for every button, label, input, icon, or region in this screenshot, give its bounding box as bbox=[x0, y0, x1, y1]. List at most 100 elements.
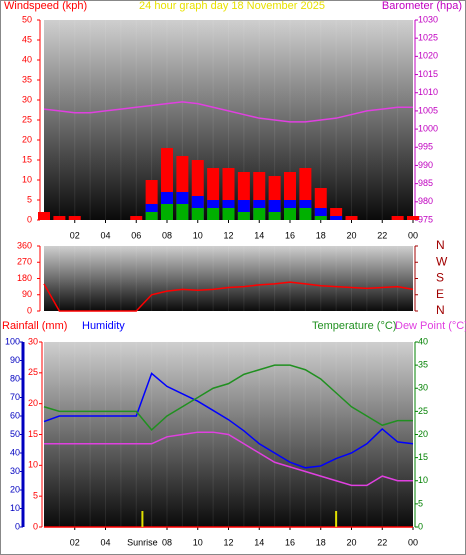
y-tick-label: 0 bbox=[418, 521, 423, 531]
series-line bbox=[43, 364, 413, 431]
y-tick-label: 90 bbox=[22, 289, 32, 299]
x-tick-label: 04 bbox=[100, 537, 110, 547]
x-tick-label: 20 bbox=[346, 230, 356, 240]
y-tick-label: 30 bbox=[22, 94, 32, 104]
series-line bbox=[43, 372, 414, 469]
y-tick-label: 35 bbox=[22, 74, 32, 84]
x-tick-label: 12 bbox=[223, 537, 233, 547]
y-tick-label: 60 bbox=[10, 410, 20, 420]
plot-area bbox=[44, 246, 413, 311]
x-tick-label: 08 bbox=[162, 230, 172, 240]
y-tick-label: 25 bbox=[22, 114, 32, 124]
y-tick-label: 25 bbox=[418, 406, 428, 416]
title: 24 hour graph day 18 November 2025 bbox=[139, 0, 325, 12]
bar bbox=[145, 212, 158, 220]
x-tick-label: 04 bbox=[100, 230, 110, 240]
y-tick-label: 1005 bbox=[418, 105, 438, 115]
y-tick-label: 20 bbox=[10, 484, 20, 494]
y-tick-label: 20 bbox=[28, 398, 38, 408]
sunrise-label: Sunrise bbox=[127, 537, 158, 547]
bar bbox=[299, 208, 312, 220]
y-tick-label: 985 bbox=[418, 178, 433, 188]
y-tick-label: 1030 bbox=[418, 14, 438, 24]
bar bbox=[284, 208, 296, 220]
y-tick-label: 80 bbox=[10, 373, 20, 383]
bar bbox=[130, 216, 143, 220]
y-tick-label: 1010 bbox=[418, 87, 438, 97]
legend-entry: Temperature (°C) bbox=[312, 320, 396, 332]
y-tick-label: 45 bbox=[22, 34, 32, 44]
y-tick-label: 100 bbox=[5, 336, 20, 346]
bar bbox=[345, 216, 358, 220]
y-tick-label: 5 bbox=[418, 498, 423, 508]
y-tick-label: 1000 bbox=[418, 123, 438, 133]
x-tick-label: 00 bbox=[408, 537, 418, 547]
y-tick-label: 35 bbox=[418, 360, 428, 370]
y-tick-label: 1020 bbox=[418, 51, 438, 61]
y-tick-label: S bbox=[436, 271, 444, 285]
y-tick-label: 70 bbox=[10, 392, 20, 402]
bar bbox=[391, 216, 404, 220]
bar bbox=[222, 208, 235, 220]
y-tick-label: 25 bbox=[28, 367, 38, 377]
y-tick-label: 0 bbox=[15, 521, 20, 531]
bar bbox=[176, 204, 189, 220]
y-tick-label: 0 bbox=[33, 521, 38, 531]
x-tick-label: 22 bbox=[377, 537, 387, 547]
bar bbox=[161, 204, 173, 220]
y-tick-label: 30 bbox=[418, 383, 428, 393]
series-line bbox=[43, 101, 413, 123]
bar bbox=[53, 216, 66, 220]
x-tick-label: 12 bbox=[223, 230, 233, 240]
x-tick-label: 20 bbox=[346, 537, 356, 547]
x-tick-label: 22 bbox=[377, 230, 387, 240]
y-tick-label: E bbox=[436, 287, 444, 301]
y-tick-label: 5 bbox=[33, 491, 38, 501]
x-tick-label: 10 bbox=[193, 537, 203, 547]
y-tick-label: 10 bbox=[418, 475, 428, 485]
y-tick-label: 30 bbox=[10, 466, 20, 476]
y-tick-label: 20 bbox=[418, 429, 428, 439]
axis-title: Windspeed (kph) bbox=[4, 0, 87, 12]
x-tick-label: 02 bbox=[70, 230, 80, 240]
y-tick-label: 1025 bbox=[418, 33, 438, 43]
bar bbox=[191, 208, 204, 220]
y-tick-label: 995 bbox=[418, 142, 433, 152]
y-tick-label: 0 bbox=[27, 305, 32, 315]
y-tick-label: 975 bbox=[418, 214, 433, 224]
bar bbox=[407, 216, 419, 220]
x-tick-label: 14 bbox=[254, 230, 264, 240]
x-tick-label: 14 bbox=[254, 537, 264, 547]
x-tick-label: 06 bbox=[131, 230, 141, 240]
y-tick-label: 50 bbox=[22, 14, 32, 24]
y-tick-label: 5 bbox=[27, 194, 32, 204]
y-tick-label: 10 bbox=[28, 460, 38, 470]
y-tick-label: 980 bbox=[418, 196, 433, 206]
y-tick-label: 15 bbox=[418, 452, 428, 462]
y-tick-label: 270 bbox=[17, 257, 32, 267]
bar bbox=[314, 216, 327, 220]
axis-title: Barometer (hpa) bbox=[382, 0, 462, 12]
bar bbox=[268, 212, 281, 220]
x-tick-label: 18 bbox=[316, 537, 326, 547]
y-tick-label: 40 bbox=[418, 336, 428, 346]
x-tick-label: 10 bbox=[193, 230, 203, 240]
y-tick-label: 180 bbox=[17, 273, 32, 283]
y-tick-label: 1015 bbox=[418, 69, 438, 79]
y-tick-label: 10 bbox=[10, 503, 20, 513]
series-line bbox=[43, 281, 414, 312]
y-tick-label: N bbox=[436, 238, 445, 252]
y-tick-label: 90 bbox=[10, 355, 20, 365]
legend-entry: Rainfall (mm) bbox=[2, 320, 67, 332]
y-tick-label: 990 bbox=[418, 160, 433, 170]
x-tick-label: 16 bbox=[285, 230, 295, 240]
y-tick-label: 10 bbox=[22, 174, 32, 184]
y-tick-label: 360 bbox=[17, 240, 32, 250]
y-tick-label: W bbox=[436, 254, 448, 268]
bar bbox=[38, 212, 50, 220]
y-tick-label: 30 bbox=[28, 336, 38, 346]
y-tick-label: 40 bbox=[10, 447, 20, 457]
y-tick-label: 15 bbox=[28, 429, 38, 439]
bar bbox=[207, 208, 220, 220]
